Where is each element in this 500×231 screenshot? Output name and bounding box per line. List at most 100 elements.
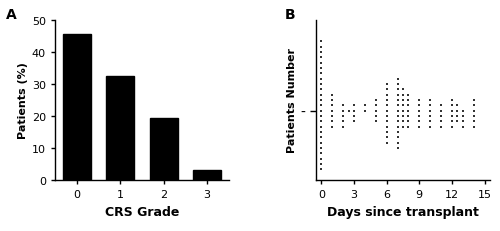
Point [426, 104, 434, 108]
Point [318, 99, 326, 102]
Point [394, 83, 402, 86]
Point [328, 115, 336, 118]
Bar [106, 76, 134, 180]
Point [382, 93, 390, 97]
Point [318, 115, 326, 118]
Point [437, 109, 445, 113]
Point [382, 125, 390, 129]
Point [318, 93, 326, 97]
Point [318, 157, 326, 161]
Bar [150, 118, 178, 180]
Point [318, 168, 326, 171]
Point [416, 109, 424, 113]
Point [372, 104, 380, 108]
X-axis label: CRS Grade: CRS Grade [105, 205, 179, 218]
X-axis label: Days since transplant: Days since transplant [327, 205, 479, 218]
Point [404, 104, 412, 108]
Bar [63, 35, 91, 180]
Point [318, 88, 326, 92]
Point [470, 99, 478, 102]
Point [350, 109, 358, 113]
Point [394, 146, 402, 150]
Point [399, 93, 407, 97]
Point [454, 104, 462, 108]
Point [448, 99, 456, 102]
Point [404, 120, 412, 124]
Y-axis label: Patients (%): Patients (%) [18, 62, 28, 139]
Point [394, 93, 402, 97]
Point [382, 99, 390, 102]
Point [459, 109, 467, 113]
Point [394, 88, 402, 92]
Point [394, 99, 402, 102]
Point [372, 99, 380, 102]
Point [470, 109, 478, 113]
Point [339, 104, 347, 108]
Point [318, 72, 326, 76]
Point [328, 104, 336, 108]
Point [394, 131, 402, 134]
Point [318, 141, 326, 145]
Point [416, 115, 424, 118]
Point [328, 109, 336, 113]
Point [382, 83, 390, 86]
Point [318, 83, 326, 86]
Point [382, 136, 390, 140]
Point [437, 120, 445, 124]
Point [382, 115, 390, 118]
Point [399, 120, 407, 124]
Y-axis label: Patients Number: Patients Number [286, 48, 296, 153]
Point [416, 125, 424, 129]
Point [459, 120, 467, 124]
Point [448, 120, 456, 124]
Point [448, 115, 456, 118]
Point [328, 120, 336, 124]
Point [318, 56, 326, 60]
Point [318, 67, 326, 70]
Point [394, 136, 402, 140]
Point [399, 125, 407, 129]
Point [454, 120, 462, 124]
Point [318, 162, 326, 166]
Point [394, 77, 402, 81]
Point [416, 99, 424, 102]
Point [382, 120, 390, 124]
Point [344, 109, 352, 113]
Point [394, 125, 402, 129]
Point [318, 51, 326, 55]
Point [318, 46, 326, 49]
Point [470, 115, 478, 118]
Point [318, 61, 326, 65]
Point [350, 104, 358, 108]
Text: A: A [6, 8, 17, 22]
Point [339, 109, 347, 113]
Point [404, 125, 412, 129]
Point [350, 120, 358, 124]
Point [339, 115, 347, 118]
Point [318, 136, 326, 140]
Point [470, 125, 478, 129]
Point [339, 125, 347, 129]
Point [399, 88, 407, 92]
Point [448, 125, 456, 129]
Point [448, 109, 456, 113]
Point [426, 115, 434, 118]
Point [318, 77, 326, 81]
Point [382, 88, 390, 92]
Point [382, 141, 390, 145]
Point [426, 125, 434, 129]
Point [426, 109, 434, 113]
Point [454, 115, 462, 118]
Point [361, 109, 369, 113]
Point [394, 141, 402, 145]
Point [404, 99, 412, 102]
Point [437, 104, 445, 108]
Point [426, 99, 434, 102]
Point [399, 109, 407, 113]
Point [318, 109, 326, 113]
Point [318, 146, 326, 150]
Point [382, 104, 390, 108]
Point [382, 109, 390, 113]
Point [399, 115, 407, 118]
Point [459, 115, 467, 118]
